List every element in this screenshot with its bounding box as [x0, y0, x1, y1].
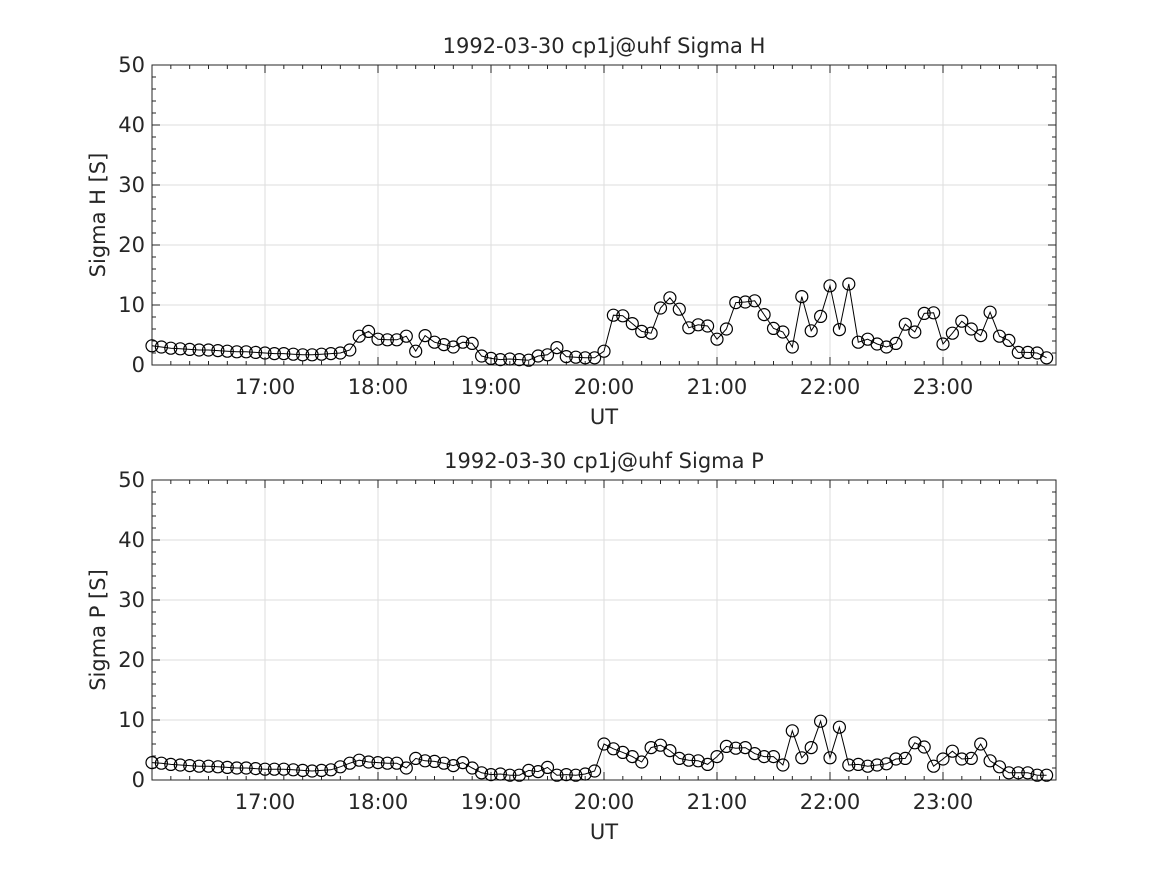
x-tick-label: 17:00: [235, 790, 296, 814]
x-tick-label: 20:00: [574, 375, 635, 399]
y-tick-label: 50: [118, 468, 145, 492]
x-tick-label: 21:00: [687, 375, 748, 399]
x-tick-label: 18:00: [348, 375, 409, 399]
x-tick-label: 23:00: [913, 790, 974, 814]
sigma-h-title: 1992-03-30 cp1j@uhf Sigma H: [443, 34, 766, 58]
sigma-p-y-axis-label: Sigma P [S]: [86, 569, 110, 691]
y-tick-label: 20: [118, 233, 145, 257]
y-tick-label: 20: [118, 648, 145, 672]
x-tick-label: 19:00: [461, 375, 522, 399]
sigma-h-y-axis-label: Sigma H [S]: [86, 153, 110, 278]
y-tick-label: 0: [132, 768, 145, 792]
x-tick-label: 23:00: [913, 375, 974, 399]
sigma-h-x-axis-label: UT: [590, 405, 618, 429]
y-tick-label: 40: [118, 528, 145, 552]
y-tick-label: 40: [118, 113, 145, 137]
sigma-p-x-axis-label: UT: [590, 820, 618, 844]
sigma-p-title: 1992-03-30 cp1j@uhf Sigma P: [444, 449, 764, 473]
y-tick-label: 30: [118, 173, 145, 197]
x-tick-label: 18:00: [348, 790, 409, 814]
x-tick-label: 21:00: [687, 790, 748, 814]
y-tick-label: 30: [118, 588, 145, 612]
x-tick-label: 19:00: [461, 790, 522, 814]
x-tick-label: 22:00: [800, 790, 861, 814]
y-tick-label: 10: [118, 293, 145, 317]
x-tick-label: 20:00: [574, 790, 635, 814]
y-tick-label: 10: [118, 708, 145, 732]
y-tick-label: 0: [132, 353, 145, 377]
y-tick-label: 50: [118, 53, 145, 77]
x-tick-label: 17:00: [235, 375, 296, 399]
x-tick-label: 22:00: [800, 375, 861, 399]
